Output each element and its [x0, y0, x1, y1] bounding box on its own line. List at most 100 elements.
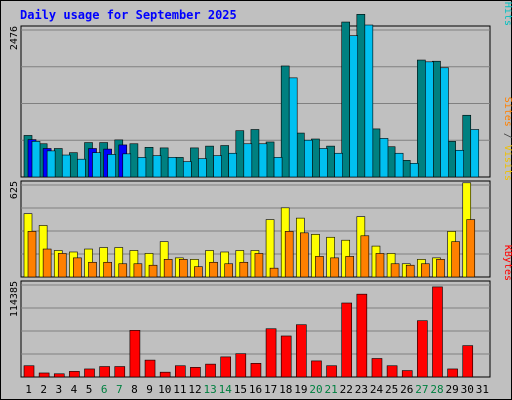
bar-kbytes-day-23 [356, 293, 368, 378]
bar-kbytes-day-10 [159, 371, 171, 378]
bar-hits-day-14 [220, 145, 229, 178]
bar-sites-day-7 [118, 263, 128, 278]
bar-sites-day-14 [224, 263, 233, 278]
x-axis-labels: 1 2 3 4 5 6 7 8 9 10 11 12 13 14 15 16 17 18 19 20 21 22 23 24 2… [25, 383, 489, 396]
bar-sites-day-17 [269, 267, 279, 278]
bar-sites-day-27 [421, 263, 430, 278]
bar-pages-day-5 [92, 152, 101, 178]
bar-sites-day-15 [239, 261, 249, 278]
x-tick-label: 25 [385, 383, 398, 396]
axis-legend: KBytes [502, 245, 512, 281]
y-max-label: 625 [9, 181, 20, 199]
x-tick-label: 24 [370, 383, 384, 396]
bar-kbytes-day-1 [23, 365, 35, 378]
bar-hits-day-16 [250, 129, 260, 178]
x-tick-label: 30 [461, 383, 474, 396]
bar-pages-day-6 [107, 154, 116, 178]
bar-hits-day-15 [235, 130, 245, 178]
bar-pages-day-13 [213, 155, 222, 178]
bar-sites-day-10 [163, 259, 173, 278]
x-tick-label: 11 [173, 383, 186, 396]
bar-kbytes-day-8 [129, 330, 141, 378]
bar-kbytes-day-13 [205, 363, 216, 378]
bar-hits-day-23 [356, 14, 366, 178]
bar-sites-day-21 [330, 257, 339, 278]
axis-legend: Sites / Visits [502, 97, 512, 181]
bar-kbytes-day-29 [447, 368, 458, 378]
bar-sites-day-1 [27, 231, 37, 278]
x-tick-label: 8 [131, 383, 138, 396]
bar-pages-day-30 [470, 129, 480, 178]
axis-legend: Pages / Files / Hits [502, 0, 512, 26]
bar-kbytes-day-26 [401, 370, 413, 378]
axis-legend-part: Sites [502, 97, 512, 127]
x-tick-label: 7 [116, 383, 123, 396]
x-tick-label: 13 [203, 383, 216, 396]
bar-pages-day-7 [122, 153, 132, 178]
bar-hits-day-3 [53, 148, 63, 178]
bar-pages-day-26 [409, 163, 419, 178]
x-tick-label: 14 [219, 383, 233, 396]
bar-kbytes-day-19 [296, 324, 307, 378]
x-tick-label: 1 [25, 383, 32, 396]
x-tick-label: 28 [430, 383, 443, 396]
bar-pages-day-28 [440, 67, 449, 178]
bar-hits-day-19 [296, 132, 305, 178]
bar-pages-day-8 [137, 157, 147, 178]
bar-kbytes-day-14 [220, 356, 231, 378]
x-tick-label: 19 [294, 383, 307, 396]
bar-hits-day-21 [326, 145, 335, 178]
bar-hits-day-9 [144, 147, 154, 178]
bar-hits-day-20 [311, 138, 320, 178]
bar-pages-day-21 [334, 152, 343, 178]
bar-hits-day-27 [417, 59, 426, 178]
bar-sites-day-30 [466, 219, 476, 278]
bar-kbytes-day-15 [235, 353, 247, 378]
x-tick-label: 10 [158, 383, 171, 396]
bar-hits-day-10 [159, 147, 169, 178]
bar-pages-day-16 [258, 143, 268, 178]
bar-hits-day-29 [447, 141, 456, 178]
x-tick-label: 12 [188, 383, 201, 396]
bar-kbytes-day-21 [326, 365, 337, 378]
bar-kbytes-day-5 [84, 368, 95, 378]
bar-kbytes-day-9 [144, 359, 156, 378]
bar-hits-day-30 [462, 114, 472, 178]
bar-sites-day-29 [451, 241, 460, 278]
x-tick-label: 15 [234, 383, 247, 396]
bar-sites-day-19 [300, 232, 309, 278]
bar-pages-day-22 [349, 35, 359, 178]
bar-pages-day-23 [364, 24, 374, 178]
bar-sites-day-2 [42, 248, 52, 278]
bar-pages-day-19 [304, 139, 313, 178]
x-tick-label: 2 [40, 383, 47, 396]
bar-sites-day-11 [178, 259, 188, 278]
axis-legend-part: KBytes [502, 245, 512, 281]
bar-hits-day-22 [341, 21, 351, 178]
bar-pages-day-29 [455, 149, 464, 178]
bar-pages-day-14 [228, 152, 237, 178]
bar-sites-day-9 [148, 264, 158, 278]
x-tick-label: 6 [101, 383, 108, 396]
bar-hits-day-4 [69, 152, 78, 178]
bar-kbytes-day-28 [432, 286, 443, 378]
bar-kbytes-day-11 [174, 365, 186, 378]
bar-kbytes-day-20 [311, 360, 322, 378]
panel-visits-sites: 625 Sites / Visits [9, 97, 512, 278]
bar-kbytes-day-25 [386, 365, 398, 378]
bar-hits-day-28 [432, 60, 441, 178]
bar-kbytes-day-12 [190, 367, 201, 378]
bar-pages-day-17 [273, 157, 283, 178]
bar-hits-day-11 [174, 157, 184, 178]
panel-hits-files-pages: 2476 Pages / Files / Hits [9, 0, 512, 178]
x-tick-label: 29 [446, 383, 459, 396]
bar-kbytes-day-3 [53, 373, 65, 378]
bar-pages-day-4 [77, 158, 86, 178]
bar-kbytes-day-27 [417, 320, 428, 378]
x-tick-label: 27 [415, 383, 428, 396]
axis-legend-part: / [502, 0, 512, 2]
bar-sites-day-20 [315, 256, 324, 278]
bar-hits-day-18 [280, 65, 290, 178]
bar-sites-day-18 [284, 231, 294, 278]
